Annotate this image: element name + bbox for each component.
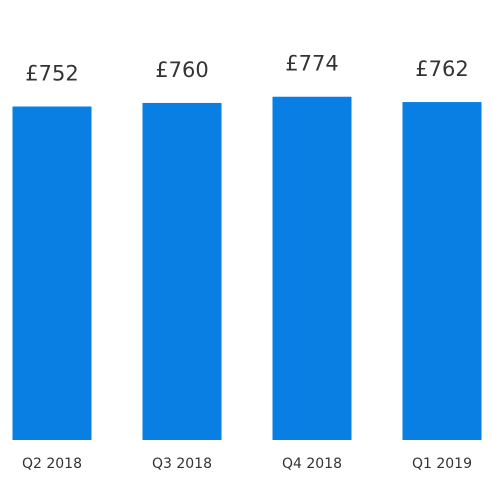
- value-label: £752: [25, 61, 78, 85]
- bar: [402, 102, 482, 440]
- x-tick-label: Q2 2018: [22, 456, 82, 472]
- x-tick-label: Q1 2019: [412, 456, 472, 472]
- value-label: £762: [415, 57, 468, 81]
- bar: [142, 102, 222, 440]
- value-label: £774: [285, 52, 338, 76]
- x-tick-label: Q3 2018: [152, 456, 212, 472]
- bar: [272, 96, 352, 440]
- bar: [12, 106, 92, 440]
- x-tick-label: Q4 2018: [282, 456, 342, 472]
- value-label: £760: [155, 58, 208, 82]
